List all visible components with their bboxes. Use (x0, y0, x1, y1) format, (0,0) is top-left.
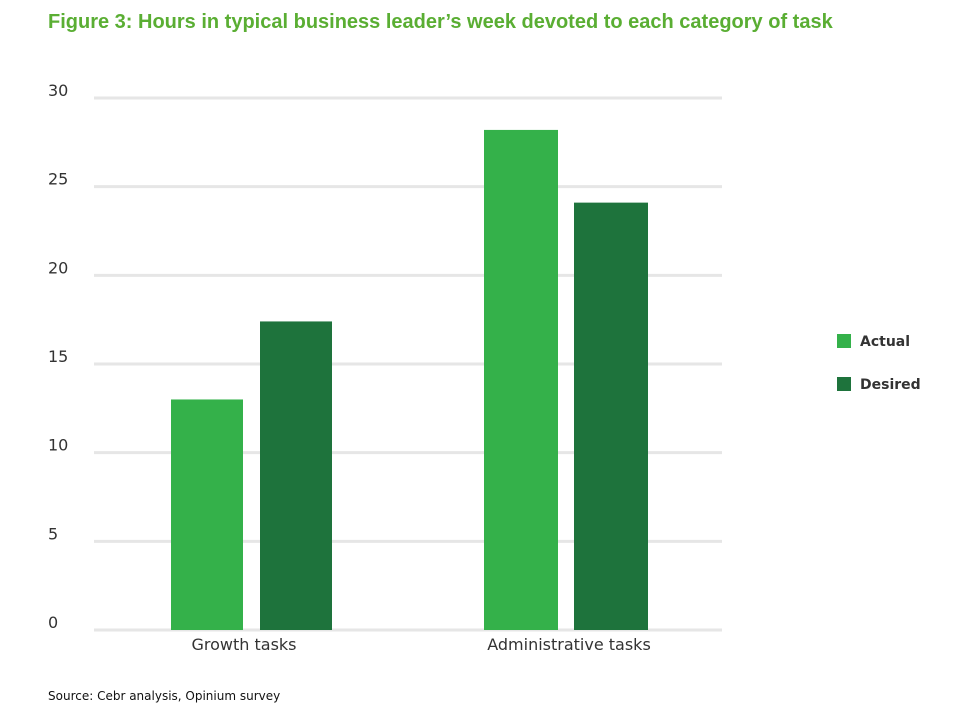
y-tick-label: 15 (48, 347, 68, 366)
x-axis-categories: Growth tasks Administrative tasks (191, 635, 650, 654)
y-tick-label: 20 (48, 258, 68, 277)
legend-label-desired: Desired (860, 377, 921, 393)
bars (171, 129, 648, 631)
y-axis-ticks: 0 5 10 15 20 25 30 (48, 81, 68, 632)
y-tick-label: 25 (48, 170, 68, 189)
legend-label-actual: Actual (860, 334, 910, 350)
y-tick-label: 30 (48, 81, 68, 100)
y-tick-label: 10 (48, 436, 68, 455)
x-category-label: Administrative tasks (487, 635, 651, 654)
y-tick-label: 5 (48, 524, 58, 543)
bar-actual-growth-tasks (171, 399, 243, 630)
legend-swatch-actual (837, 334, 851, 348)
legend: Actual Desired (837, 334, 921, 393)
y-tick-label: 0 (48, 613, 58, 632)
chart-title: Figure 3: Hours in typical business lead… (48, 11, 833, 33)
source-note: Source: Cebr analysis, Opinium survey (48, 689, 281, 703)
x-category-label: Growth tasks (191, 635, 296, 654)
bar-desired-administrative-tasks (574, 202, 648, 631)
bar-actual-administrative-tasks (484, 129, 558, 631)
legend-swatch-desired (837, 377, 851, 391)
bar-desired-growth-tasks (260, 321, 332, 630)
